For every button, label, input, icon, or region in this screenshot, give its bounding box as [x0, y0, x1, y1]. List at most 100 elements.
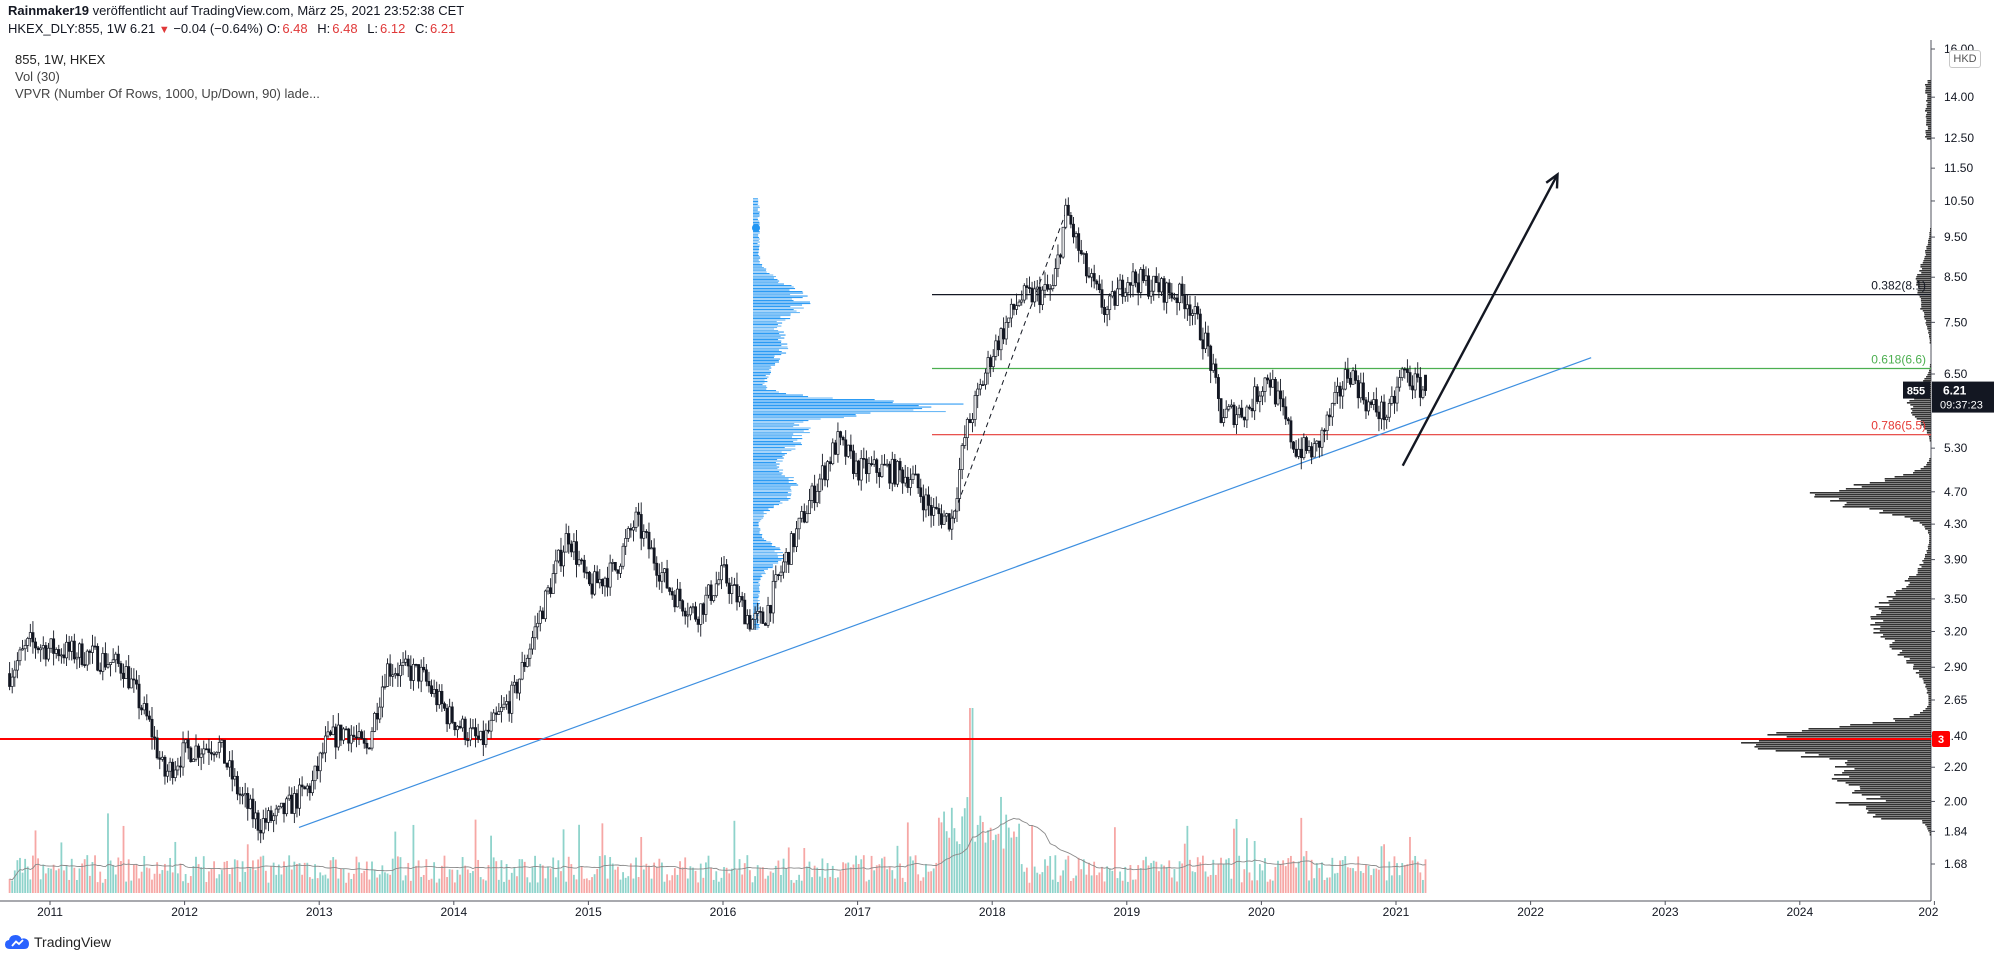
candle-body: [1400, 368, 1404, 378]
volume-bar: [725, 867, 728, 893]
vpvr-gray-row: [1927, 328, 1931, 330]
volume-bar: [60, 842, 63, 893]
volume-bar: [495, 861, 498, 893]
candle-body: [650, 547, 654, 550]
candle-body: [624, 538, 628, 547]
low-value: 6.12: [380, 21, 406, 36]
vpvr-gray-row: [1919, 564, 1931, 566]
volume-bar: [497, 879, 500, 893]
currency-button[interactable]: HKD: [1949, 50, 1981, 68]
candle-body: [311, 780, 314, 794]
volume-bar: [220, 870, 223, 893]
candle-body: [727, 582, 731, 594]
candle-body: [629, 528, 633, 531]
candle-body: [531, 637, 534, 650]
volume-bar: [591, 877, 593, 893]
candle-body: [1292, 441, 1295, 450]
volume-bar: [1375, 868, 1378, 893]
candle-body: [906, 476, 910, 488]
volume-bar: [798, 874, 801, 893]
vpvr-gray-row: [1927, 98, 1931, 100]
candle-body: [1004, 322, 1008, 340]
fib-level-label: 0.382(8.1): [1871, 279, 1926, 293]
volume-bar: [1297, 861, 1300, 893]
footer-brand[interactable]: TradingView: [4, 930, 111, 954]
vpvr-gray-row: [1925, 554, 1931, 556]
candle-body: [797, 517, 801, 530]
legend-vpvr[interactable]: VPVR (Number Of Rows, 1000, Up/Down, 90)…: [15, 86, 320, 101]
vpvr-blue-row: [753, 529, 761, 531]
volume-bar: [140, 871, 143, 893]
candle-body: [1348, 377, 1352, 385]
candle-body: [399, 665, 402, 677]
vpvr-blue-row: [753, 309, 794, 311]
vpvr-blue-row: [753, 366, 771, 368]
volume-bar: [601, 823, 604, 893]
vpvr-blue-row: [753, 456, 783, 458]
candle-body: [1198, 313, 1202, 341]
candle-body: [181, 742, 185, 768]
volume-bar: [1212, 859, 1215, 893]
volume-bar: [1108, 868, 1111, 893]
vpvr-blue-row: [753, 285, 792, 287]
volume-bar: [1302, 856, 1305, 893]
price-chart[interactable]: 16.0014.0012.5011.5010.509.508.507.506.5…: [0, 40, 2008, 922]
candle-body: [934, 506, 938, 509]
vpvr-gray-row: [1928, 830, 1931, 832]
candle-body: [1020, 299, 1024, 303]
candle-body: [1227, 406, 1231, 410]
vpvr-blue-row: [753, 277, 775, 279]
volume-bar: [1295, 867, 1297, 893]
volume-bar: [13, 870, 16, 893]
volume-bar: [1095, 875, 1098, 893]
legend-symbol[interactable]: 855, 1W, HKEX: [15, 52, 106, 67]
vpvr-blue-row: [753, 465, 777, 467]
volume-bar: [407, 862, 410, 893]
volume-bar: [847, 862, 850, 893]
chart-area[interactable]: 16.00 14.00 12.50 11.50 10.50 9.50 8.50 7.50 6.5…: [0, 40, 2008, 922]
vpvr-blue-row: [753, 477, 794, 479]
candle-body: [776, 574, 780, 577]
volume-bar: [252, 860, 254, 893]
candle-body: [916, 473, 920, 489]
vpvr-gray-row: [1929, 370, 1931, 372]
volume-bar: [668, 880, 671, 893]
vpvr-gray-row: [1926, 118, 1931, 120]
candle-body: [215, 751, 219, 755]
candle-body: [1385, 416, 1389, 421]
vpvr-gray-row: [1844, 770, 1931, 772]
volume-bar: [104, 879, 107, 893]
vpvr-gray-row: [1910, 518, 1931, 520]
candle-body: [833, 442, 837, 455]
volume-bar: [37, 858, 39, 893]
volume-bar: [1194, 872, 1197, 893]
candle-body: [769, 605, 773, 614]
candle-body: [647, 531, 651, 550]
vpvr-blue-row: [753, 237, 759, 239]
vpvr-blue-row: [753, 307, 804, 309]
volume-bar: [384, 872, 386, 893]
price-tick-label: 4.30: [1944, 517, 1968, 531]
candle-body: [1299, 448, 1303, 459]
volume-bar: [161, 870, 164, 893]
vpvr-gray-row: [1878, 602, 1931, 604]
candle-body: [1126, 282, 1130, 294]
candle-body: [248, 798, 252, 809]
vpvr-gray-row: [1842, 772, 1931, 774]
vpvr-gray-row: [1919, 676, 1931, 678]
vpvr-gray-row: [1870, 624, 1931, 626]
volume-bar: [1225, 859, 1228, 893]
volume-bar: [461, 857, 464, 893]
legend-volume[interactable]: Vol (30): [15, 69, 60, 84]
vpvr-blue-row: [753, 435, 802, 437]
candle-body: [947, 513, 951, 530]
vpvr-blue-row: [753, 276, 777, 278]
candle-body: [199, 753, 203, 758]
volume-bar: [925, 863, 927, 893]
volume-bar: [1357, 856, 1360, 893]
vpvr-gray-row: [1839, 490, 1931, 492]
vpvr-gray-row: [1923, 316, 1931, 318]
vpvr-blue-row: [753, 607, 760, 609]
vpvr-blue-row: [753, 462, 776, 464]
volume-bar: [1396, 863, 1398, 893]
